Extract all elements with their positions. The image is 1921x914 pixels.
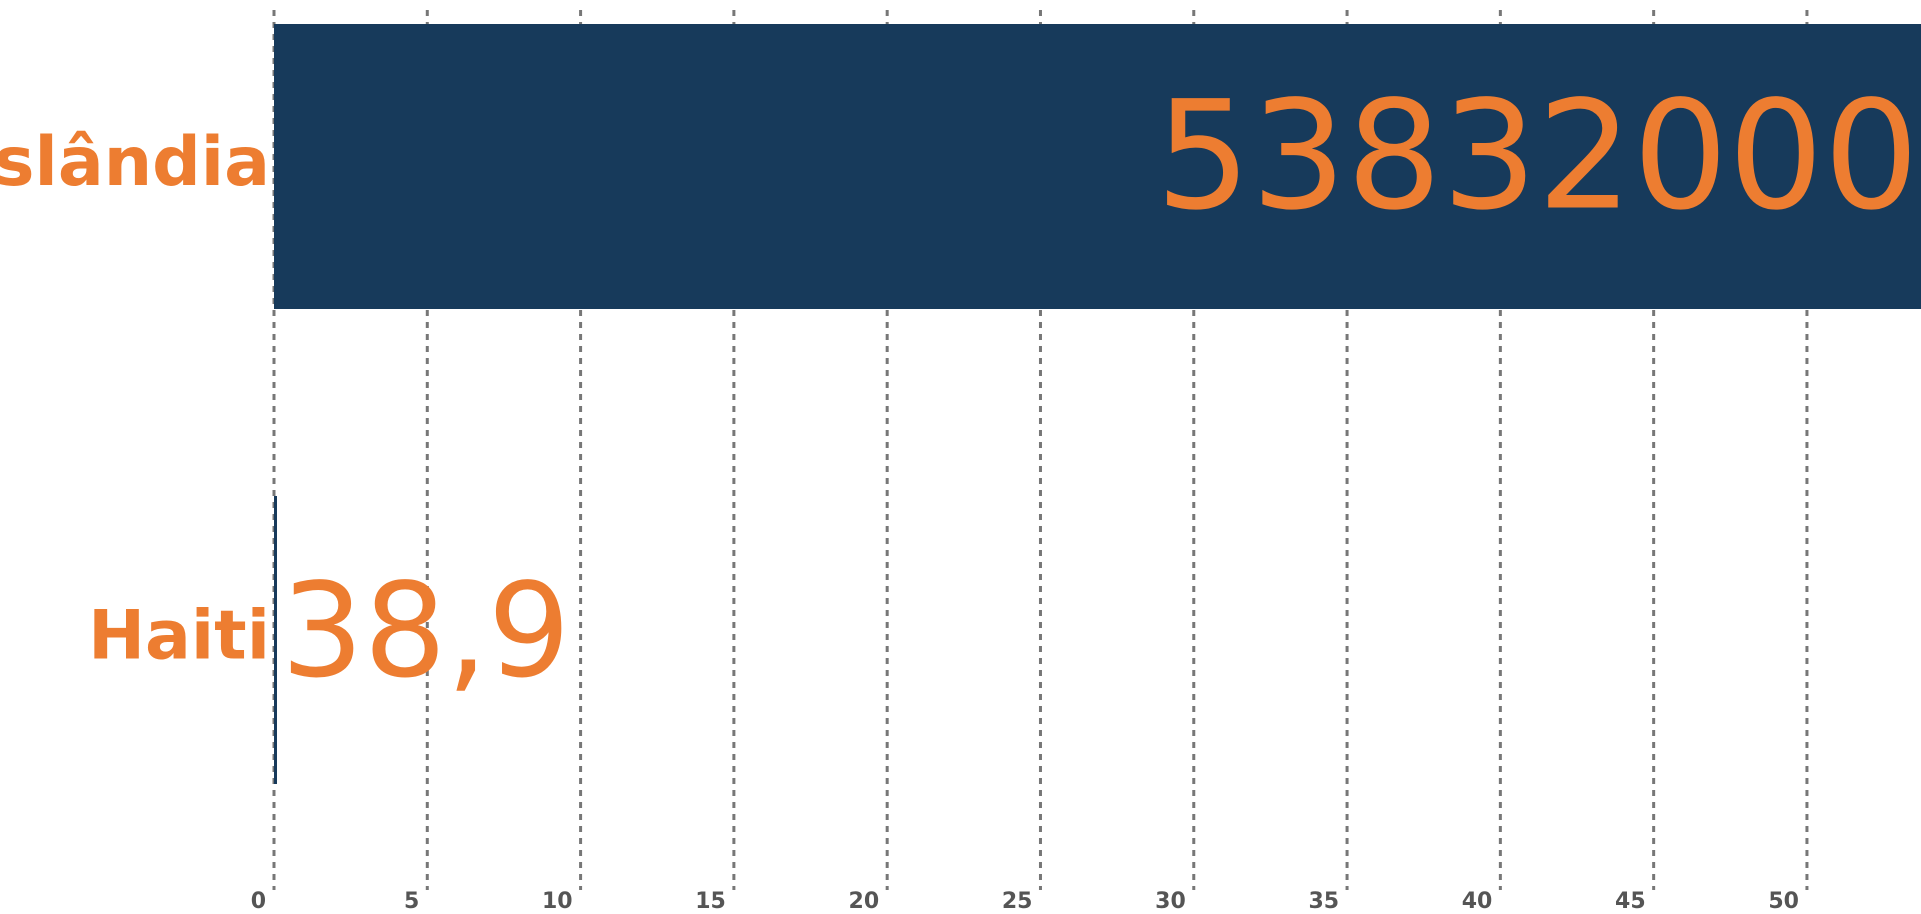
x-tick-label: 25 xyxy=(1002,889,1033,914)
x-tick-label: 40 xyxy=(1462,889,1493,914)
x-tick-label: 10 xyxy=(542,889,573,914)
value-label: 38,9 xyxy=(281,555,570,707)
category-label: Haiti xyxy=(88,597,270,676)
x-tick-label: 5 xyxy=(404,889,419,914)
category-label: Islândia xyxy=(0,123,270,202)
x-tick-label: 50 xyxy=(1768,889,1799,914)
x-tick-label: 35 xyxy=(1308,889,1339,914)
x-tick-label: 15 xyxy=(695,889,726,914)
x-tick-label: 30 xyxy=(1155,889,1186,914)
x-tick-label: 0 xyxy=(251,889,266,914)
bar xyxy=(274,496,277,784)
x-tick-label: 20 xyxy=(849,889,880,914)
value-label: 53832000 xyxy=(1156,70,1919,244)
x-tick-label: 45 xyxy=(1615,889,1646,914)
bar xyxy=(274,24,1921,309)
